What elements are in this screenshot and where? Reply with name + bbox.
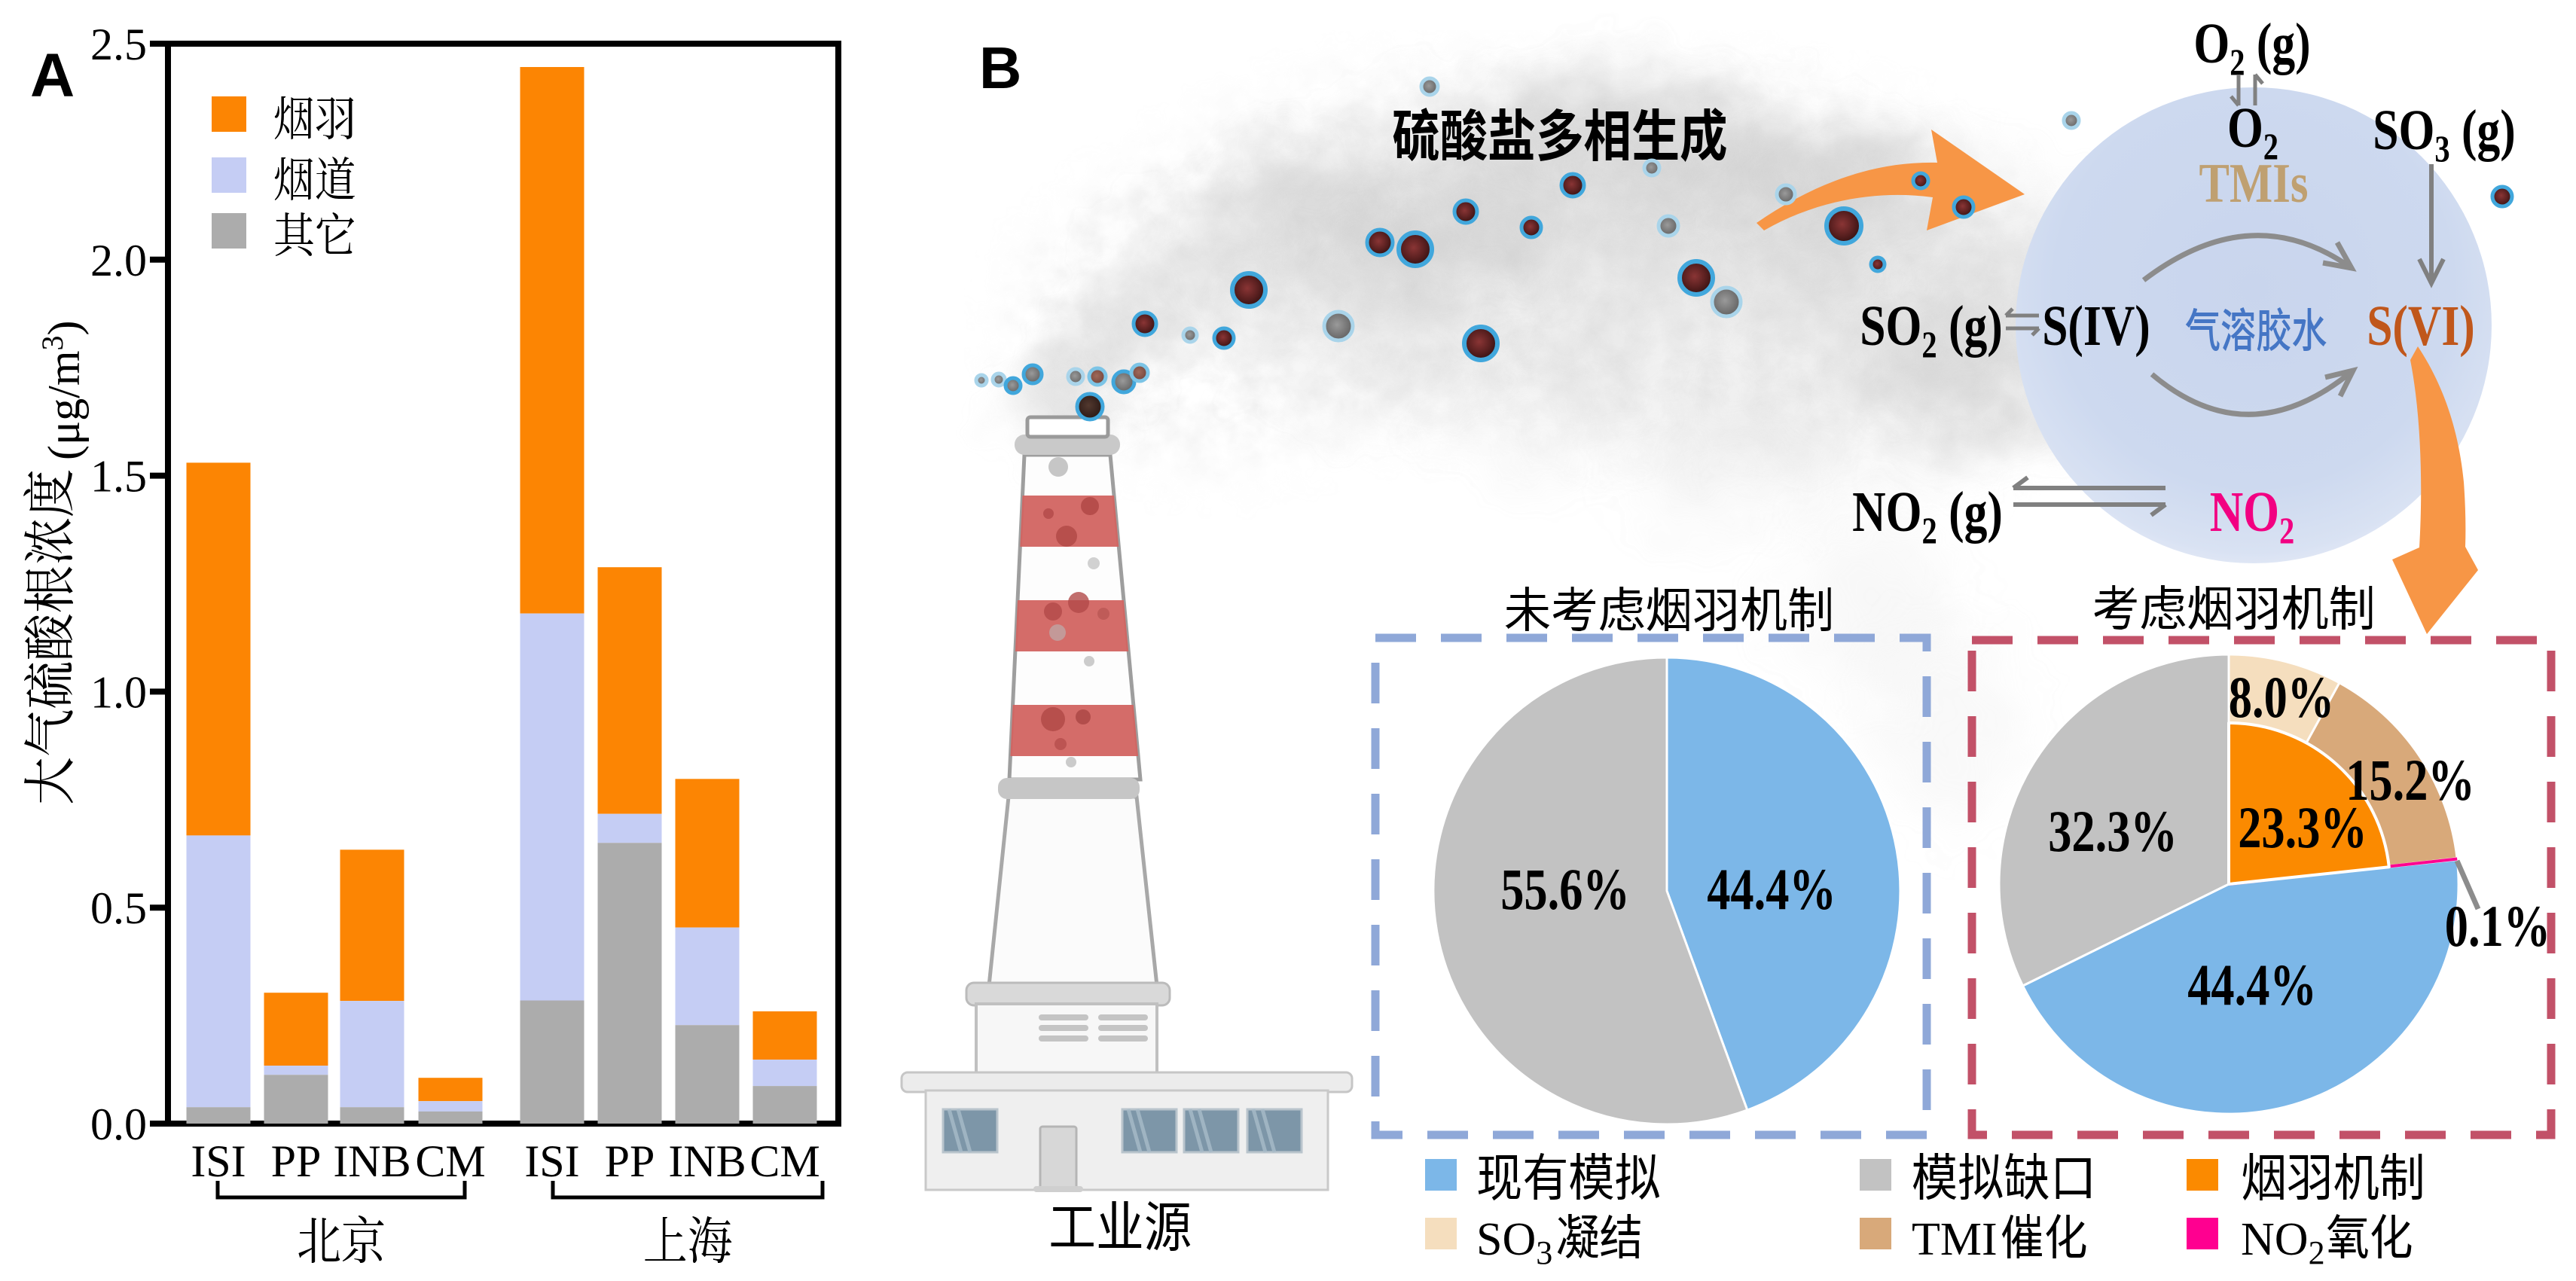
svg-text:0.5: 0.5 — [90, 883, 147, 933]
svg-text:S(IV): S(IV) — [2042, 294, 2150, 358]
svg-text:23.3%: 23.3% — [2238, 796, 2367, 861]
svg-text:B: B — [979, 35, 1021, 101]
svg-text:8.0%: 8.0% — [2229, 666, 2334, 730]
svg-text:32.3%: 32.3% — [2048, 800, 2178, 865]
svg-text:CM: CM — [415, 1136, 485, 1186]
svg-text:0.0: 0.0 — [90, 1100, 147, 1149]
svg-text:S(VI): S(VI) — [2367, 294, 2475, 358]
svg-text:PP: PP — [271, 1136, 322, 1186]
svg-text:O2 (g): O2 (g) — [2193, 11, 2310, 83]
svg-text:1.5: 1.5 — [90, 452, 147, 502]
svg-text:NO2 (g): NO2 (g) — [1852, 480, 2003, 551]
svg-text:A: A — [30, 41, 75, 110]
svg-text:INB: INB — [668, 1136, 746, 1186]
svg-text:2.0: 2.0 — [90, 236, 147, 285]
svg-text:44.4%: 44.4% — [1707, 858, 1836, 923]
svg-text:INB: INB — [333, 1136, 411, 1186]
svg-text:ISI: ISI — [191, 1136, 246, 1186]
svg-text:15.2%: 15.2% — [2346, 749, 2475, 813]
svg-text:ISI: ISI — [524, 1136, 579, 1186]
svg-text:2.5: 2.5 — [90, 20, 147, 69]
svg-text:0.1%: 0.1% — [2445, 895, 2550, 959]
svg-text:55.6%: 55.6% — [1500, 858, 1630, 923]
svg-text:NO2: NO2 — [2241, 1214, 2325, 1271]
svg-text:44.4%: 44.4% — [2187, 953, 2317, 1018]
svg-text:TMI: TMI — [1912, 1214, 1998, 1265]
svg-text:CM: CM — [749, 1136, 819, 1186]
svg-text:1.0: 1.0 — [90, 667, 147, 717]
svg-text:TMIs: TMIs — [2199, 152, 2309, 214]
svg-text:PP: PP — [605, 1136, 655, 1186]
